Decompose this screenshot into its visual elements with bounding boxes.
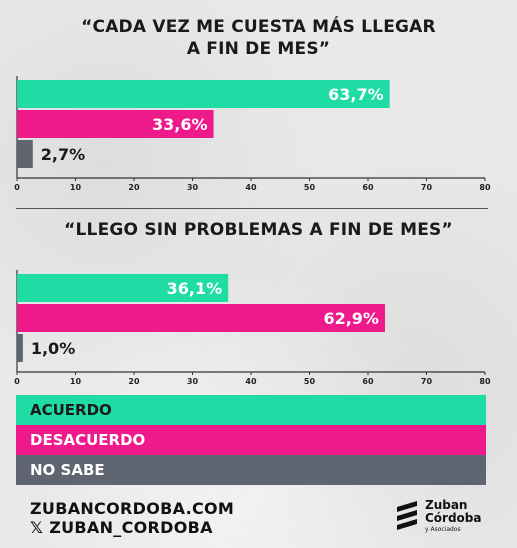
- chart2-x-tick-label: 10: [70, 377, 82, 386]
- chart1-title: “CADA VEZ ME CUESTA MÁS LLEGAR A FIN DE …: [0, 16, 517, 60]
- chart2-bar-acuerdo: [17, 274, 229, 302]
- section-divider: [16, 208, 488, 209]
- chart2-x-tick-label: 60: [362, 377, 374, 386]
- chart2-data-label-acuerdo: 36,1%: [167, 279, 223, 298]
- chart1-x-tick-label: 0: [14, 183, 20, 192]
- chart1-data-label-acuerdo: 63,7%: [328, 85, 384, 104]
- chart2-x-tick-label: 20: [128, 377, 140, 386]
- chart2-data-label-no-sabe: 1,0%: [31, 339, 75, 358]
- chart1-title-line2: A FIN DE MES”: [186, 39, 331, 59]
- chart2-title: “LLEGO SIN PROBLEMAS A FIN DE MES”: [0, 219, 517, 241]
- chart2-x-tick-label: 30: [187, 377, 199, 386]
- logo-line1: Zuban: [425, 498, 468, 512]
- logo-line2: Córdoba: [425, 511, 482, 525]
- chart1-bar-desacuerdo: [17, 110, 214, 138]
- chart2-bar-no-sabe: [17, 334, 23, 362]
- chart2-title-line1: “LLEGO SIN PROBLEMAS A FIN DE MES”: [64, 220, 453, 240]
- chart1-title-line1: “CADA VEZ ME CUESTA MÁS LLEGAR: [81, 17, 436, 37]
- legend-no-sabe: NO SABE: [16, 455, 486, 485]
- footer-x-handle[interactable]: 𝕏 ZUBAN_CORDOBA: [30, 518, 213, 537]
- chart2-x-tick-label: 0: [14, 377, 20, 386]
- legend-desacuerdo: DESACUERDO: [16, 425, 486, 455]
- footer-x-handle-text: ZUBAN_CORDOBA: [49, 518, 213, 537]
- footer-website[interactable]: ZUBANCORDOBA.COM: [30, 499, 235, 518]
- chart2-x-tick-label: 80: [479, 377, 491, 386]
- logo-mark-icon: [397, 501, 417, 530]
- chart1-data-label-desacuerdo: 33,6%: [152, 115, 208, 134]
- chart1-x-tick-label: 70: [421, 183, 433, 192]
- chart2-bar-desacuerdo: [17, 304, 385, 332]
- logo-wordmark: Zuban Córdoba: [425, 499, 482, 525]
- zuban-cordoba-logo: Zuban Córdoba y Asociados: [395, 497, 485, 539]
- logo-sub: y Asociados: [425, 526, 461, 533]
- chart1-x-tick-label: 30: [187, 183, 199, 192]
- legend-acuerdo: ACUERDO: [16, 395, 486, 425]
- chart2-data-label-desacuerdo: 62,9%: [323, 309, 379, 328]
- chart2-x-tick-label: 40: [245, 377, 257, 386]
- chart1-x-tick-label: 10: [70, 183, 82, 192]
- x-logo-icon: 𝕏: [30, 518, 44, 537]
- chart2-x-tick-label: 70: [421, 377, 433, 386]
- chart1-x-tick-label: 60: [362, 183, 374, 192]
- chart2: 0 10 20 30 40 50 60 70 80 36,1% 62,9% 1,0%: [14, 270, 491, 386]
- chart1-x-tick-label: 40: [245, 183, 257, 192]
- chart1-bar-no-sabe: [17, 140, 33, 168]
- chart1-bar-acuerdo: [17, 80, 390, 108]
- chart1-x-tick-label: 20: [128, 183, 140, 192]
- chart1-x-tick-label: 50: [304, 183, 316, 192]
- chart2-x-tick-label: 50: [304, 377, 316, 386]
- chart1-x-tick-label: 80: [479, 183, 491, 192]
- chart1: 0 10 20 30 40 50 60 70 80 63,7% 33,6% 2,7%: [14, 76, 491, 192]
- chart1-data-label-no-sabe: 2,7%: [41, 145, 85, 164]
